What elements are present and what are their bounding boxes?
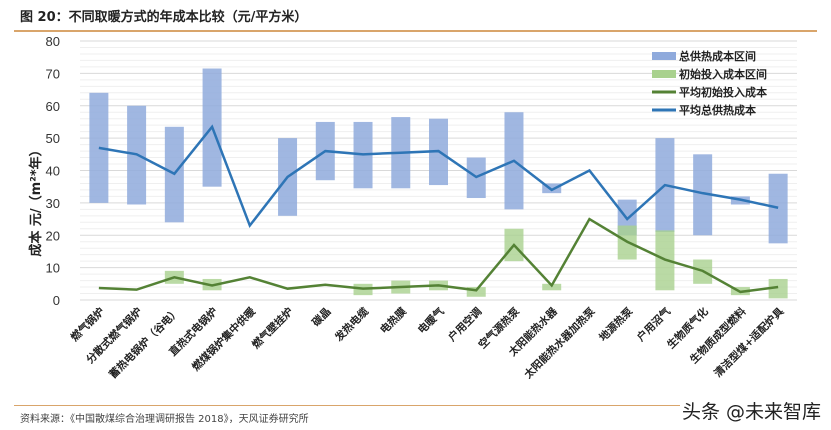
init-range-bar [768, 278, 788, 299]
x-tick-label: 碳晶 [309, 305, 333, 329]
x-tick-label: 电暖气 [415, 305, 447, 337]
legend-swatch [652, 52, 676, 60]
x-tick-label: 户用沼气 [633, 305, 673, 345]
x-tick-label: 燃气壁挂炉 [249, 305, 295, 351]
x-tick-label: 蓄热电锅炉（谷电） [106, 305, 182, 381]
title-divider [14, 30, 817, 32]
x-tick-label: 地源热泵 [596, 305, 635, 344]
y-tick-label: 50 [46, 131, 60, 146]
total-range-bar [693, 154, 713, 236]
y-axis-label: 成本 元/（m²*年） [28, 143, 44, 256]
watermark: 头条 @未来智库 [679, 397, 823, 424]
y-tick-label: 10 [46, 261, 60, 276]
total-range-bar [768, 173, 788, 244]
legend-label: 平均初始投入成本 [679, 85, 767, 99]
legend-label: 初始投入成本区间 [679, 67, 767, 81]
x-tick-label: 燃煤锅炉集中供暖 [189, 305, 258, 374]
x-tick-label: 燃气锅炉 [68, 305, 107, 344]
average-lines [98, 124, 779, 294]
avg-init-cost-line [98, 217, 779, 294]
y-tick-label: 40 [46, 164, 60, 179]
y-tick-label: 80 [46, 34, 60, 49]
init-range-bar [466, 287, 486, 297]
x-tick-label: 清洁型煤+适配炉具 [711, 305, 786, 380]
x-tick-label: 户用空调 [445, 305, 485, 345]
x-tick-label: 发热电缆 [332, 305, 372, 345]
cost-comparison-chart: 0 10 20 30 40 50 60 70 80 成本 元/（m²*年） 燃气锅炉分散式燃气锅… [28, 34, 797, 382]
legend-label: 总供热成本区间 [679, 49, 756, 63]
legend-swatch [652, 70, 676, 78]
y-tick-label: 30 [46, 196, 60, 211]
y-tick-label: 60 [46, 99, 60, 114]
y-tick-label: 20 [46, 228, 60, 243]
total-range-bar [542, 183, 562, 194]
x-tick-label: 电热膜 [377, 305, 409, 337]
source-note: 资料来源：《中国散煤综合治理调研报告 2018》，天风证券研究所 [20, 414, 309, 425]
footer-divider [14, 405, 817, 406]
avg-total-cost-line [98, 124, 779, 229]
y-axis-ticks: 0 10 20 30 40 50 60 70 80 [46, 34, 60, 308]
y-tick-label: 0 [53, 293, 60, 308]
x-axis-labels: 燃气锅炉分散式燃气锅炉蓄热电锅炉（谷电）直热式电锅炉燃煤锅炉集中供暖燃气壁挂炉碳… [68, 305, 786, 382]
x-tick-label: 太阳能热水器加热泵 [521, 305, 598, 382]
legend-label: 平均总供热成本 [679, 103, 756, 117]
y-tick-label: 70 [46, 66, 60, 81]
chart-title: 图 20：不同取暖方式的年成本比较（元/平方米） [20, 10, 308, 25]
